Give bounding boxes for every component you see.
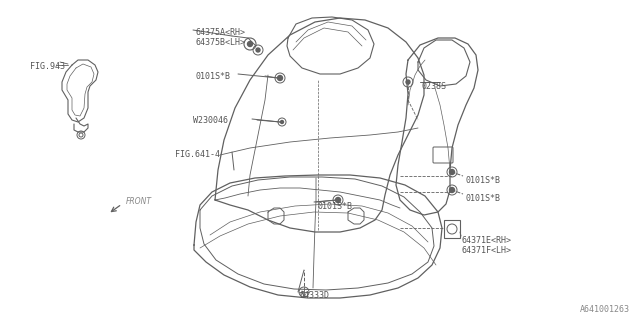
Text: W230046: W230046 [193,116,228,125]
Circle shape [449,170,454,174]
Text: 64333D: 64333D [299,291,329,300]
Text: 64371E<RH>: 64371E<RH> [462,236,512,245]
Text: A641001263: A641001263 [580,305,630,314]
Text: 0101S*B: 0101S*B [465,194,500,203]
Circle shape [278,76,282,81]
Circle shape [248,42,253,46]
Circle shape [256,48,260,52]
Circle shape [335,197,340,203]
Text: FIG.641-4: FIG.641-4 [175,150,220,159]
Text: 0101S*B: 0101S*B [465,176,500,185]
Circle shape [406,80,410,84]
Text: 64375A<RH>: 64375A<RH> [195,28,245,37]
Circle shape [449,188,454,193]
Text: FRONT: FRONT [126,197,152,206]
Circle shape [280,121,284,124]
Text: 0238S: 0238S [421,82,446,91]
Text: 0101S*B: 0101S*B [318,202,353,211]
Text: FIG.943: FIG.943 [30,62,65,71]
Text: 64375B<LH>: 64375B<LH> [195,38,245,47]
Bar [444,220,460,238]
Text: 64371F<LH>: 64371F<LH> [462,246,512,255]
Text: 0101S*B: 0101S*B [195,72,230,81]
